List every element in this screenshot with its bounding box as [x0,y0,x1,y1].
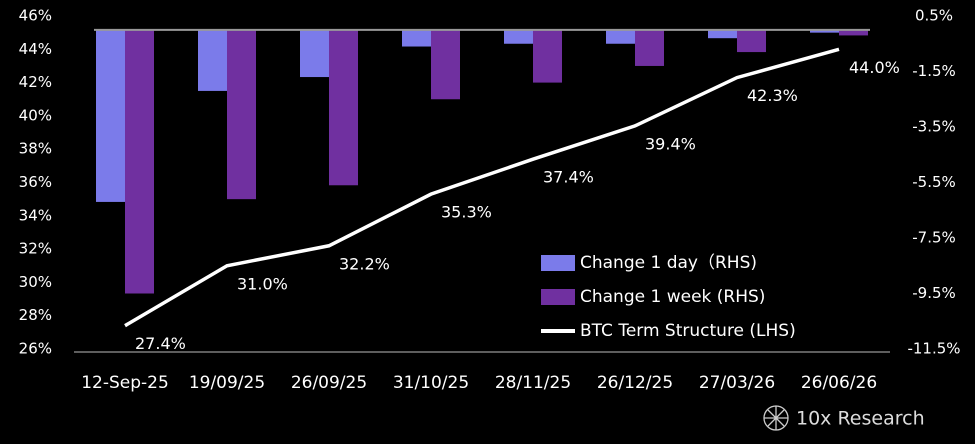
x-tick-label: 28/11/25 [495,373,571,393]
bar [402,29,431,47]
legend-label: BTC Term Structure (LHS) [580,321,796,341]
bar [737,29,766,53]
x-tick-label: 26/12/25 [597,373,673,393]
y-tick-label: 34% [19,206,52,224]
data-label: 27.4% [135,334,186,353]
y-tick-label: 44% [19,40,52,58]
data-label: 35.3% [441,203,492,222]
data-label: 32.2% [339,254,390,273]
y-tick-label: 28% [19,306,52,324]
y2-tick-label: -5.5% [912,173,956,191]
y2-tick-label: -3.5% [912,118,956,136]
x-tick-label: 27/03/26 [699,373,775,393]
bar [810,29,839,33]
bar [635,29,664,66]
y-tick-label: 46% [19,7,52,25]
bar [839,29,868,36]
x-tick-label: 19/09/25 [189,373,265,393]
legend-swatch [541,289,575,305]
legend-label: Change 1 day（RHS) [580,253,757,273]
y-tick-label: 40% [19,106,52,124]
bar [329,29,358,186]
brand-icon [763,405,789,431]
data-label: 42.3% [747,86,798,105]
bar [125,29,154,294]
y-tick-label: 36% [19,173,52,191]
bar [708,29,737,39]
y-tick-label: 38% [19,140,52,158]
bar [227,29,256,200]
y-tick-label: 42% [19,73,52,91]
legend-label: Change 1 week (RHS) [580,287,765,307]
x-tick-label: 26/06/26 [801,373,877,393]
bar [533,29,562,83]
data-label: 44.0% [849,58,900,77]
brand: 10x Research [796,408,925,430]
y-tick-label: 30% [19,273,52,291]
bar [96,29,125,202]
x-tick-label: 26/09/25 [291,373,367,393]
y2-tick-label: -7.5% [912,229,956,247]
bar [431,29,460,100]
bar [504,29,533,44]
data-label: 39.4% [645,134,696,153]
x-tick-label: 31/10/25 [393,373,469,393]
y-tick-label: 26% [19,340,52,358]
y2-tick-label: -1.5% [912,62,956,80]
y2-tick-label: -9.5% [912,284,956,302]
x-tick-label: 12-Sep-25 [81,373,169,393]
y2-tick-label: 0.5% [915,7,953,25]
y2-tick-label: -11.5% [907,340,960,358]
y-tick-label: 32% [19,240,52,258]
data-label: 37.4% [543,168,594,187]
line [124,47,840,328]
bar [300,29,329,78]
legend-swatch [541,255,575,271]
data-label: 31.0% [237,274,288,293]
bar [606,29,635,44]
bar [198,29,227,91]
